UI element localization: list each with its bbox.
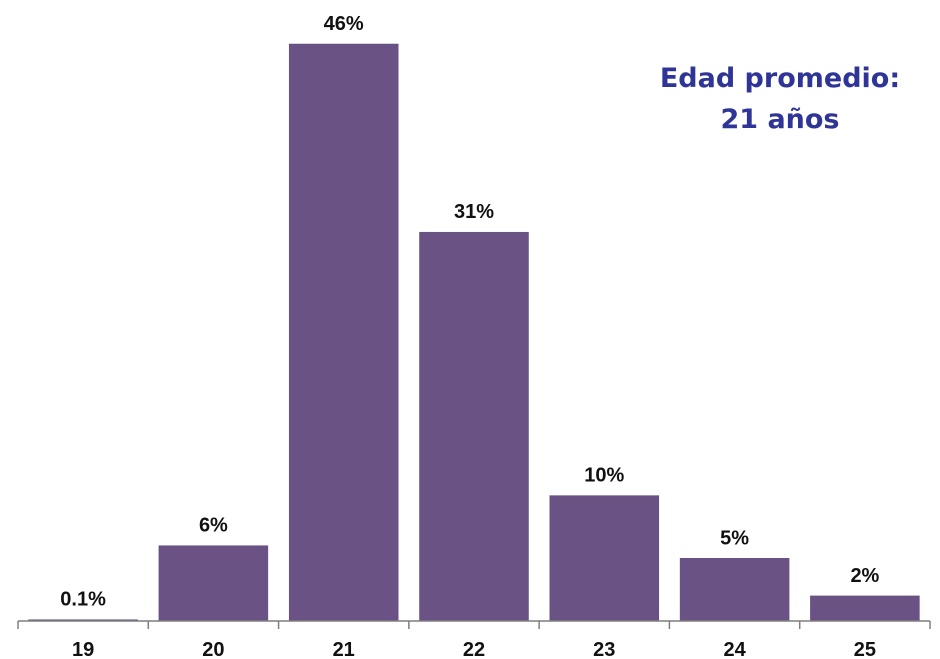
x-tick-label-24: 24: [723, 639, 746, 659]
data-label-21: 46%: [324, 13, 364, 35]
data-label-group: 0.1% 6% 46% 31% 10% 5% 2%: [60, 13, 879, 611]
data-label-25: 2%: [850, 565, 879, 587]
x-tick-label-20: 20: [202, 639, 224, 659]
bar-21: [288, 43, 399, 622]
x-tick-label-group: 19 20 21 22 23 24 25: [72, 639, 876, 659]
bar-20: [158, 545, 269, 622]
average-age-annotation-line1: Edad promedio:: [659, 63, 901, 94]
x-tick-label-22: 22: [463, 639, 485, 659]
average-age-annotation-line2: 21 años: [720, 104, 840, 135]
data-label-19: 0.1%: [60, 589, 106, 611]
bar-23: [549, 495, 660, 622]
data-label-24: 5%: [720, 527, 749, 549]
bar-group: [28, 43, 920, 622]
bar-25: [810, 595, 920, 622]
x-tick-label-19: 19: [72, 639, 94, 659]
bar-22: [419, 231, 529, 622]
data-label-23: 10%: [584, 465, 624, 487]
x-tick-label-21: 21: [333, 639, 355, 659]
data-label-22: 31%: [454, 201, 494, 223]
x-tick-label-25: 25: [854, 639, 876, 659]
average-age-annotation: Edad promedio: 21 años: [640, 58, 920, 140]
data-label-20: 6%: [199, 515, 228, 537]
x-tick-label-23: 23: [593, 639, 615, 659]
x-axis: [17, 620, 931, 629]
bar-24: [679, 558, 790, 622]
